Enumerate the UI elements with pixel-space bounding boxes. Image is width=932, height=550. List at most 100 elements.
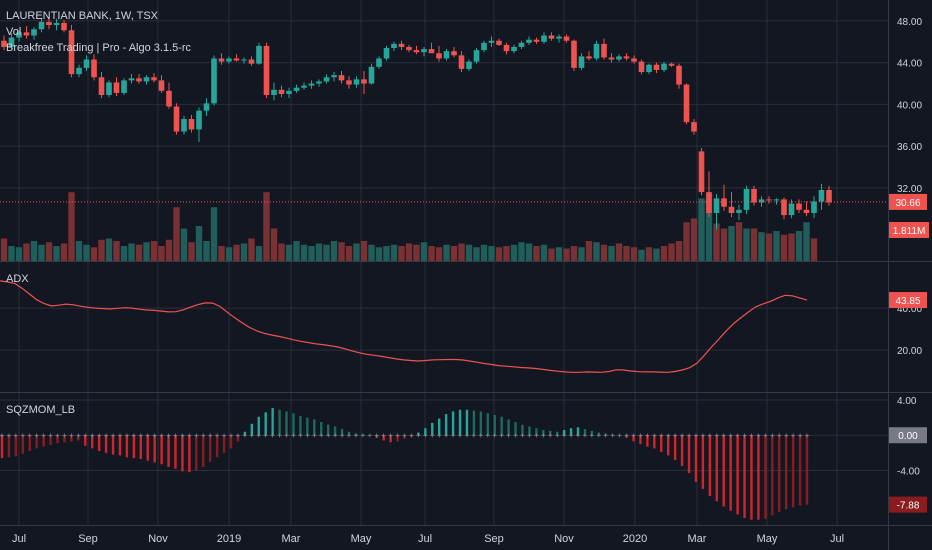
volume-bar bbox=[75, 241, 83, 261]
volume-bar bbox=[780, 234, 788, 261]
candle-body bbox=[398, 43, 405, 47]
candle-body bbox=[473, 50, 480, 62]
candle-body bbox=[788, 203, 795, 216]
candle-body bbox=[721, 198, 727, 207]
squeeze-dot: + bbox=[298, 431, 303, 440]
candle-body bbox=[98, 77, 105, 96]
candle-body bbox=[691, 122, 697, 132]
indicator-legend: Breakfree Trading | Pro - Algo 3.1.5-rc bbox=[6, 42, 192, 54]
candle-body bbox=[338, 75, 345, 81]
squeeze-dot: + bbox=[256, 431, 261, 440]
squeeze-dot: + bbox=[152, 431, 157, 440]
volume-bar bbox=[788, 233, 795, 261]
squeeze-dot: + bbox=[472, 431, 477, 440]
squeeze-dot: + bbox=[458, 431, 463, 440]
sqzmom-legend: SQZMOM_LB bbox=[6, 404, 75, 416]
volume-bar bbox=[195, 226, 203, 261]
candle-body bbox=[421, 49, 427, 53]
sqz-value-label: -7.88 bbox=[897, 501, 920, 512]
squeeze-dot: + bbox=[90, 431, 95, 440]
candle-body bbox=[751, 188, 757, 203]
x-tick-label: May bbox=[351, 533, 372, 545]
price-tick-label: 40.00 bbox=[897, 100, 922, 111]
squeeze-dot: + bbox=[784, 431, 789, 440]
squeeze-dot: + bbox=[673, 431, 678, 440]
zero-badge bbox=[889, 427, 927, 444]
candle-body bbox=[773, 199, 780, 201]
squeeze-dot: + bbox=[652, 431, 657, 440]
volume-bar bbox=[45, 242, 53, 261]
candle-body bbox=[31, 29, 37, 36]
squeeze-dot: + bbox=[34, 431, 39, 440]
candle-body bbox=[653, 64, 660, 70]
volume-bar bbox=[660, 246, 668, 261]
candle-body bbox=[728, 206, 735, 213]
volume-bar bbox=[540, 244, 548, 261]
squeeze-dot: + bbox=[229, 431, 234, 440]
candle-body bbox=[563, 36, 570, 41]
squeeze-dot: + bbox=[97, 431, 102, 440]
volume-bar bbox=[735, 222, 743, 261]
volume-bar bbox=[593, 242, 600, 261]
volume-bar bbox=[338, 242, 345, 261]
candle-body bbox=[503, 44, 510, 52]
x-tick-label: Sep bbox=[78, 533, 98, 545]
candle-body bbox=[346, 80, 352, 85]
volume-bar bbox=[240, 243, 248, 261]
volume-bar bbox=[510, 244, 518, 261]
squeeze-dot: + bbox=[201, 431, 206, 440]
candle-body bbox=[8, 37, 15, 47]
candle-body bbox=[1, 40, 7, 47]
candle-body bbox=[811, 201, 817, 213]
volume-bar bbox=[398, 246, 405, 261]
squeeze-dot: + bbox=[492, 431, 497, 440]
volume-bar bbox=[503, 246, 510, 261]
candle-body bbox=[533, 39, 540, 42]
candle-body bbox=[803, 209, 810, 213]
volume-bar bbox=[188, 242, 195, 261]
x-tick-label: May bbox=[757, 533, 778, 545]
candle-body bbox=[143, 77, 150, 82]
squeeze-dot: + bbox=[721, 431, 726, 440]
squeeze-dot: + bbox=[374, 431, 379, 440]
volume-bar bbox=[495, 247, 503, 261]
candle-body bbox=[301, 85, 307, 88]
adx-layer bbox=[0, 280, 808, 373]
squeeze-dot: + bbox=[27, 431, 32, 440]
squeeze-dot: + bbox=[562, 431, 567, 440]
candle-body bbox=[518, 42, 525, 47]
volume-bar bbox=[165, 239, 173, 261]
squeeze-dot: + bbox=[444, 431, 449, 440]
volume-bar bbox=[428, 246, 435, 261]
squeeze-dot: + bbox=[659, 431, 664, 440]
candle-body bbox=[668, 63, 675, 66]
squeeze-dot: + bbox=[7, 431, 12, 440]
squeeze-dot: + bbox=[277, 431, 282, 440]
candle-body bbox=[593, 43, 600, 59]
volume-bar bbox=[218, 246, 225, 261]
candle-body bbox=[466, 61, 472, 69]
last-price-badge bbox=[889, 193, 927, 210]
volume-bar bbox=[248, 238, 255, 261]
squeeze-dot: + bbox=[617, 431, 622, 440]
squeeze-dot: + bbox=[791, 431, 796, 440]
squeeze-dot: + bbox=[631, 431, 636, 440]
candle-body bbox=[248, 59, 255, 64]
squeeze-dot: + bbox=[583, 431, 588, 440]
sqz-tick-label: 4.00 bbox=[897, 396, 917, 407]
volume-bar bbox=[135, 244, 143, 261]
volume-bar bbox=[210, 207, 218, 261]
volume-bar bbox=[548, 248, 555, 261]
squeeze-dot: + bbox=[222, 431, 227, 440]
candle-body bbox=[488, 40, 495, 43]
volume-bar bbox=[278, 243, 285, 261]
squeeze-dot: + bbox=[236, 431, 241, 440]
candle-body bbox=[608, 57, 615, 60]
volume-bar bbox=[450, 246, 458, 261]
candle-body bbox=[646, 64, 652, 73]
volume-bar bbox=[128, 243, 135, 261]
candle-body bbox=[121, 80, 127, 93]
candle-body bbox=[548, 35, 555, 39]
squeeze-dot: + bbox=[132, 431, 137, 440]
